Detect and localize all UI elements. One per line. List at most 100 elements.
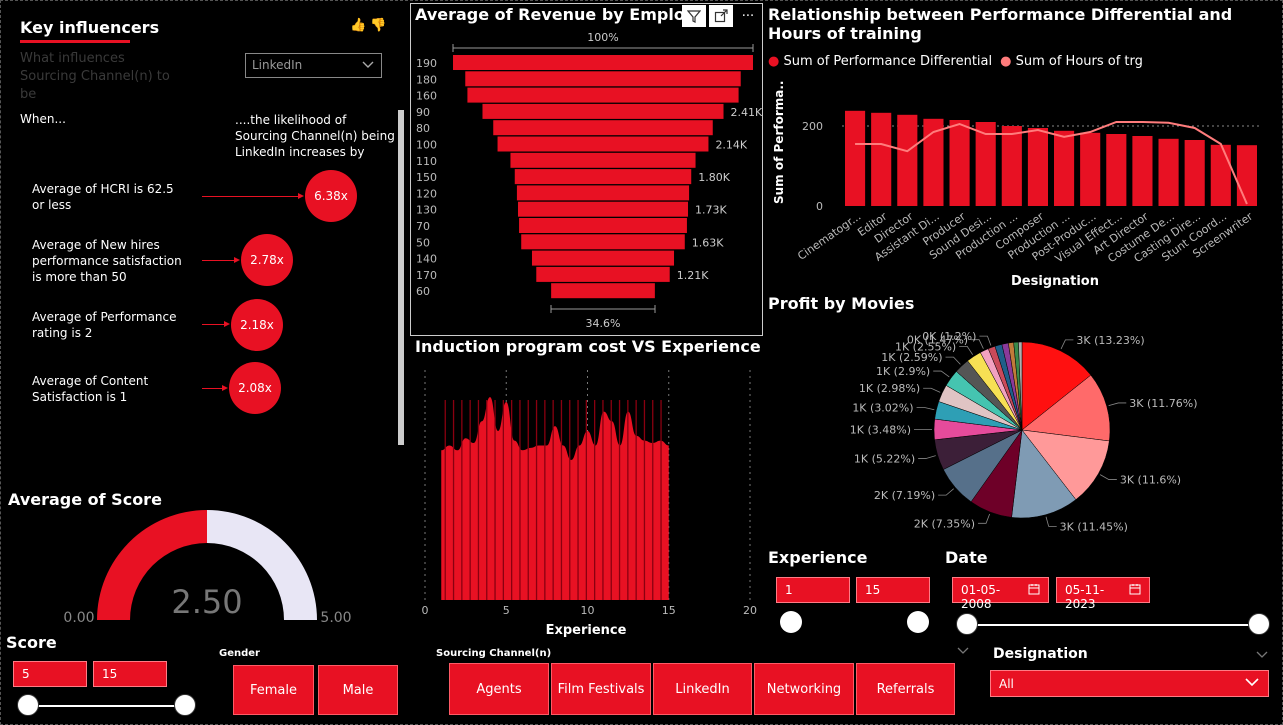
pie-data-label: 3K (13.23%) [1076,334,1144,347]
gender-option-female[interactable]: Female [233,665,314,715]
pie-leader-line [979,335,992,346]
sourcing-option-networking[interactable]: Networking [754,663,854,715]
funnel-bar[interactable] [497,136,709,152]
designation-slicer-title: Designation [993,646,1088,662]
funnel-bar[interactable] [531,250,675,266]
calendar-icon[interactable] [1028,583,1040,597]
relationship-bar[interactable] [871,112,892,206]
relationship-bar[interactable] [1106,134,1127,206]
influencer-target-dropdown[interactable]: LinkedIn [245,53,382,78]
funnel-bar[interactable] [521,234,685,250]
pie-slice[interactable] [1021,374,1111,442]
score-to-input[interactable]: 15 [93,661,167,687]
score-slider-min-handle[interactable] [17,694,39,716]
likelihood-text: ....the likelihood of Sourcing Channel(n… [235,113,395,159]
influencer-bubble[interactable]: 6.38x [305,170,357,222]
influencer-label[interactable]: Average of HCRI is 62.5 or less [32,182,174,212]
filter-icon[interactable] [682,5,706,27]
funnel-visual-border[interactable] [410,3,763,336]
funnel-category-label: 80 [416,122,430,135]
gender-option-male[interactable]: Male [318,665,398,715]
pie-slice[interactable] [1018,341,1023,431]
influencer-arrow [202,321,230,327]
thumbs-icons[interactable]: 👍 👎 [350,18,387,33]
date-to-input[interactable]: 05-11-2023 [1056,577,1150,611]
date-from-value: 01-05-2008 [961,583,1001,611]
legend-item[interactable]: ● Sum of Performance Differential [768,54,993,69]
relationship-bar[interactable] [949,120,970,206]
relationship-bar[interactable] [1054,130,1075,206]
funnel-bar[interactable] [482,103,724,119]
influencer-label[interactable]: Average of New hires performance satisfa… [32,238,182,284]
relationship-legend: ● Sum of Performance Differential ● Sum … [768,54,1143,69]
pie-slice[interactable] [1021,429,1110,500]
pie-leader-line [1099,474,1117,480]
chevron-down-icon[interactable] [956,642,970,661]
chevron-down-icon[interactable] [1255,646,1269,665]
relationship-bar[interactable] [897,114,918,206]
funnel-bar[interactable] [510,152,696,168]
funnel-bar[interactable] [465,71,741,87]
funnel-bar[interactable] [516,185,690,201]
relationship-bar[interactable] [1080,132,1101,206]
legend-item[interactable]: ● Sum of Hours of trg [1000,54,1143,69]
funnel-bar[interactable] [519,218,687,233]
relationship-bar[interactable] [1158,138,1179,206]
influencer-bubble[interactable]: 2.08x [229,362,281,414]
pie-data-label: 2K (7.35%) [914,517,975,530]
funnel-bar[interactable] [453,55,753,70]
pie-slice[interactable] [1021,341,1092,431]
relationship-bar[interactable] [845,110,866,206]
relationship-bar[interactable] [1132,136,1153,206]
pie-leader-line [978,513,991,524]
score-from-input[interactable]: 5 [13,661,87,687]
scrollbar[interactable] [398,110,404,445]
date-slider-track[interactable] [966,624,1258,626]
funnel-bar[interactable] [536,266,670,282]
relationship-bar[interactable] [975,122,996,206]
relationship-bar[interactable] [1236,145,1257,206]
experience-to-input[interactable]: 15 [856,577,930,603]
pie-slice[interactable] [1011,429,1077,519]
focus-mode-icon[interactable] [709,5,733,27]
influencer-arrow [202,385,228,391]
funnel-bar[interactable] [514,169,692,185]
relationship-bar[interactable] [1184,140,1205,206]
influencer-bubble[interactable]: 2.78x [241,234,293,286]
score-slider-max-handle[interactable] [174,694,196,716]
date-slider-min-handle[interactable] [956,613,978,635]
more-options-icon[interactable]: ··· [736,5,760,27]
relationship-line[interactable] [855,121,1248,205]
sourcing-option-agents[interactable]: Agents [449,663,549,715]
pie-leader-line [959,345,974,355]
relationship-bar[interactable] [923,118,944,206]
relationship-bar[interactable] [1001,126,1022,206]
experience-slider-min-handle[interactable] [780,611,802,633]
experience-from-input[interactable]: 1 [776,577,850,603]
date-slider-max-handle[interactable] [1248,613,1270,635]
influencer-bubble[interactable]: 2.18x [231,299,283,351]
funnel-bar[interactable] [517,201,689,217]
induction-xtick: 10 [581,604,595,617]
relationship-xtick: Cinematogr... [795,210,863,263]
tab-key-influencers[interactable]: Key influencers [20,18,160,37]
experience-slider-max-handle[interactable] [907,611,929,633]
funnel-bar[interactable] [467,87,739,103]
pie-leader-line [1060,339,1074,350]
score-slider-track[interactable] [26,705,186,707]
funnel-bar[interactable] [493,120,713,136]
influencer-label[interactable]: Average of Content Satisfaction is 1 [32,374,149,404]
induction-area[interactable] [441,397,669,600]
funnel-bar[interactable] [551,283,655,299]
funnel-category-label: 110 [416,155,437,168]
calendar-icon[interactable] [1129,583,1141,597]
profit-pie-chart: 3K (13.23%) 3K (11.76%) 3K (11.6%) 3K (11.4… [850,330,1198,533]
sourcing-option-referrals[interactable]: Referrals [856,663,955,715]
sourcing-option-film-festivals[interactable]: Film Festivals [551,663,651,715]
sourcing-option-linkedin[interactable]: LinkedIn [653,663,752,715]
relationship-bar[interactable] [1027,128,1048,206]
designation-dropdown[interactable]: All [990,670,1269,697]
date-from-input[interactable]: 01-05-2008 [952,577,1049,611]
influencer-label[interactable]: Average of Performance rating is 2 [32,310,177,340]
relationship-bar[interactable] [1210,144,1231,206]
